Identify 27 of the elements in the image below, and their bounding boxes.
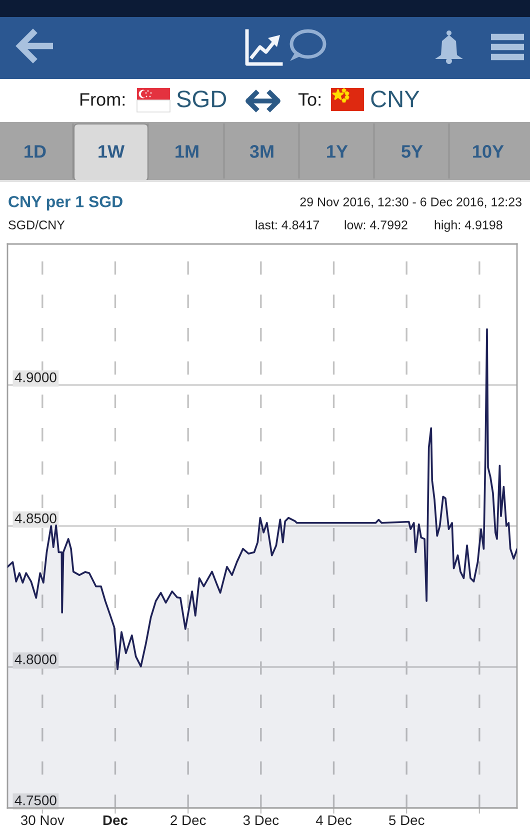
text: 1D [24, 145, 46, 158]
x-tick-label: 5 Dec [389, 815, 424, 826]
y-tick-label: 4.7500 [14, 795, 56, 806]
text: last: 4.8417 [256, 220, 319, 230]
x-tick-label: 30 Nov [20, 815, 64, 826]
text: 5Y [402, 145, 423, 158]
text: 29 Nov 2016, 12:30 - 6 Dec 2016, 12:23 [300, 198, 522, 208]
text: From: [80, 93, 124, 106]
text: CNY [371, 90, 420, 108]
text: 1Y [327, 145, 348, 158]
y-tick-label: 4.8500 [14, 513, 56, 524]
text: To: [298, 93, 320, 106]
x-tick-label: Dec [103, 815, 128, 826]
text: low: 4.7992 [344, 220, 408, 230]
chart-title: CNY per 1 SGD [8, 196, 122, 210]
text: 10Y [473, 145, 504, 158]
chart-subtitle: SGD/CNY [8, 220, 65, 230]
text: 1W [98, 145, 125, 158]
text: high: 4.9198 [434, 220, 502, 232]
text: 3M [250, 145, 274, 158]
x-tick-label: 4 Dec [316, 815, 352, 826]
y-tick-label: 4.8000 [14, 654, 56, 664]
text: 1M [176, 145, 198, 158]
x-tick-label: 2 Dec [170, 815, 206, 826]
y-tick-label: 4.9000 [14, 372, 56, 382]
text: SGD [177, 90, 226, 108]
x-tick-label: 3 Dec [243, 815, 279, 826]
